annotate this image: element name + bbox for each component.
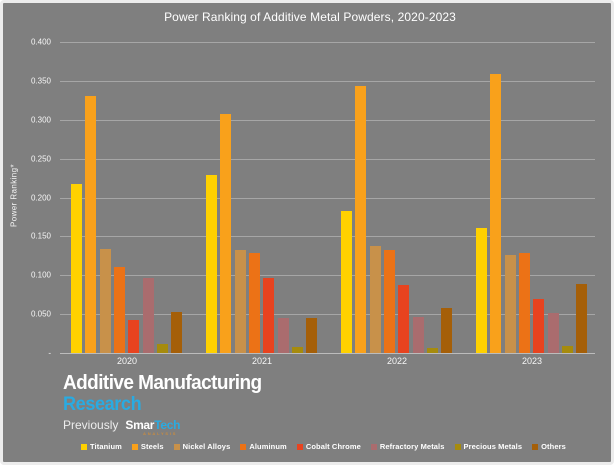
- gridline: [60, 236, 595, 238]
- chart-legend: Titanium Steels Nickel Alloys Aluminum Cobal…: [81, 442, 611, 451]
- legend-item-refractory-metals: Refractory Metals: [370, 442, 445, 451]
- smartech-wordmark: SmarTech: [125, 419, 180, 431]
- bar-refractory-metals-2023: [547, 313, 559, 353]
- legend-swatch: [240, 443, 247, 450]
- previously-label: Previously: [63, 418, 119, 432]
- y-tick-label: 0.250: [30, 154, 51, 164]
- y-tick-label: 0.350: [30, 76, 51, 86]
- bar-titanium-2020: [71, 184, 82, 353]
- y-tick-label: 0.400: [30, 37, 51, 47]
- legend-item-precious-metals: Precious Metals: [454, 442, 523, 451]
- y-tick-label: 0.200: [30, 193, 51, 202]
- smartech-analysis-subtext: ANALYSIS: [143, 431, 178, 436]
- legend-swatch: [173, 443, 180, 450]
- bar-steels-2021: [220, 114, 232, 353]
- smartech-wordmark-smar: Smar: [125, 418, 155, 432]
- bar-titanium-2021: [206, 174, 217, 353]
- bar-titanium-2022: [341, 210, 352, 353]
- gridline: [60, 42, 595, 43]
- legend-swatch: [370, 443, 377, 450]
- bar-nickel-alloys-2022: [369, 246, 381, 353]
- bar-cobalt-chrome-2020: [128, 319, 140, 353]
- x-axis-label-2020: 2020: [116, 356, 138, 366]
- bar-titanium-2023: [476, 227, 487, 353]
- bar-others-2021: [306, 318, 318, 353]
- legend-item-titanium: Titanium: [81, 442, 122, 451]
- gridline: [60, 353, 595, 354]
- bar-steels-2023: [490, 73, 502, 353]
- bar-aluminum-2020: [113, 266, 125, 353]
- chart-title: Power Ranking of Additive Metal Powders,…: [164, 10, 456, 24]
- legend-label: Others: [541, 442, 566, 451]
- bar-aluminum-2022: [383, 249, 395, 353]
- bar-nickel-alloys-2023: [504, 255, 516, 353]
- legend-swatch: [81, 443, 87, 450]
- brand-name-line2: Research: [63, 394, 142, 415]
- gridline: [60, 275, 595, 277]
- legend-item-aluminum: Aluminum: [240, 442, 287, 451]
- y-tick-label: 0.150: [30, 231, 51, 241]
- bar-precious-metals-2021: [291, 346, 303, 353]
- y-tick-label: 0.050: [30, 309, 51, 319]
- brand-logo: Additive Manufacturing Research Previous…: [63, 373, 272, 436]
- bar-precious-metals-2023: [561, 346, 573, 353]
- legend-label: Steels: [140, 442, 164, 451]
- bar-aluminum-2023: [518, 252, 530, 353]
- gridline: [60, 197, 595, 199]
- bar-steels-2022: [355, 86, 367, 353]
- bar-cobalt-chrome-2023: [533, 299, 545, 353]
- legend-item-nickel-alloys: Nickel Alloys: [173, 442, 231, 451]
- legend-swatch: [131, 443, 138, 450]
- bar-cobalt-chrome-2021: [263, 278, 275, 353]
- bar-others-2023: [576, 283, 588, 353]
- y-tick-label: 0.300: [30, 115, 51, 125]
- brand-name-line1: Additive Manufacturing: [63, 372, 262, 394]
- gridline: [60, 158, 595, 160]
- legend-label: Nickel Alloys: [182, 442, 231, 451]
- legend-item-steels: Steels: [131, 442, 164, 451]
- bar-nickel-alloys-2021: [234, 249, 246, 353]
- bar-others-2020: [171, 311, 183, 353]
- legend-swatch: [532, 443, 539, 450]
- x-axis-label-2022: 2022: [386, 356, 408, 366]
- legend-label: Cobalt Chrome: [305, 442, 361, 451]
- bar-refractory-metals-2022: [412, 317, 424, 353]
- legend-label: Titanium: [90, 442, 122, 451]
- bar-others-2022: [441, 307, 453, 353]
- legend-item-cobalt-chrome: Cobalt Chrome: [296, 442, 361, 451]
- legend-label: Aluminum: [249, 442, 287, 451]
- smartech-wordmark-tech: Tech: [154, 418, 181, 432]
- gridline: [60, 119, 595, 121]
- bar-steels-2020: [85, 96, 97, 353]
- legend-swatch: [296, 443, 303, 450]
- bar-cobalt-chrome-2022: [398, 284, 410, 353]
- y-tick-label: -: [48, 348, 51, 358]
- x-axis-label-2023: 2023: [521, 356, 543, 366]
- bar-aluminum-2021: [248, 253, 260, 353]
- y-tick-label: 0.100: [30, 270, 51, 280]
- bar-refractory-metals-2020: [142, 277, 154, 353]
- gridline: [60, 314, 595, 316]
- legend-label: Precious Metals: [463, 442, 523, 451]
- bar-precious-metals-2020: [156, 343, 168, 353]
- bar-nickel-alloys-2020: [99, 248, 111, 353]
- legend-swatch: [454, 443, 461, 450]
- legend-label: Refractory Metals: [379, 442, 445, 451]
- x-axis-label-2021: 2021: [251, 356, 273, 366]
- bar-precious-metals-2022: [426, 348, 438, 353]
- gridline: [60, 80, 595, 82]
- legend-item-others: Others: [532, 442, 566, 451]
- bar-refractory-metals-2021: [277, 318, 289, 353]
- brand-previously-row: Previously SmarTech: [63, 419, 272, 431]
